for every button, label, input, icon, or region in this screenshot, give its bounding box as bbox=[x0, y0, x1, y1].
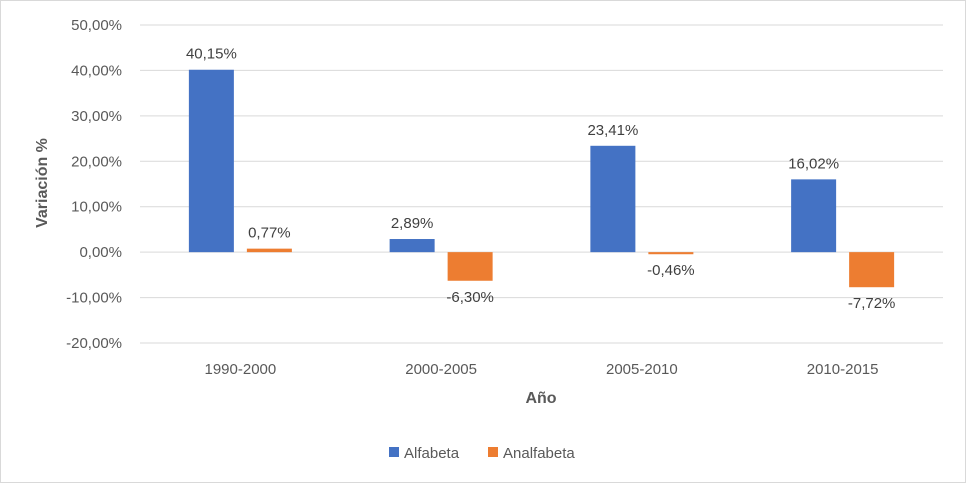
bar-alfabeta-1990-2000 bbox=[188, 69, 234, 253]
bar-analfabeta-1990-2000 bbox=[246, 248, 292, 253]
bars bbox=[188, 69, 895, 288]
x-axis-category-labels: 1990-2000 2000-2005 2005-2010 2010-2015 bbox=[205, 361, 879, 378]
y-tick-label: 0,00% bbox=[79, 244, 122, 261]
bar-alfabeta-2005-2010 bbox=[590, 145, 636, 253]
y-tick-label: 10,00% bbox=[71, 199, 122, 216]
legend-label-alfabeta: Alfabeta bbox=[404, 445, 460, 462]
data-label: -7,72% bbox=[848, 295, 896, 312]
x-axis-title: Año bbox=[525, 390, 556, 407]
y-tick-label: -10,00% bbox=[66, 290, 122, 307]
y-tick-label: 50,00% bbox=[71, 17, 122, 34]
x-category-label: 2010-2015 bbox=[807, 361, 879, 378]
bar-analfabeta-2010-2015 bbox=[849, 252, 895, 288]
legend-label-analfabeta: Analfabeta bbox=[503, 445, 575, 462]
legend: Alfabeta Analfabeta bbox=[389, 445, 575, 462]
bar-analfabeta-2005-2010 bbox=[648, 252, 694, 255]
data-label: 23,41% bbox=[587, 122, 638, 139]
data-labels: 40,15% 0,77% 2,89% -6,30% 23,41% -0,46% 16,02%… bbox=[186, 46, 895, 312]
data-label: 2,89% bbox=[391, 215, 434, 232]
y-tick-label: 30,00% bbox=[71, 108, 122, 125]
data-label: 16,02% bbox=[788, 155, 839, 172]
y-axis-title: Variación % bbox=[34, 138, 51, 228]
bar-alfabeta-2000-2005 bbox=[389, 239, 435, 253]
x-category-label: 1990-2000 bbox=[205, 361, 277, 378]
data-label: -6,30% bbox=[446, 289, 494, 306]
y-tick-label: 40,00% bbox=[71, 62, 122, 79]
y-tick-label: -20,00% bbox=[66, 335, 122, 352]
data-label: 0,77% bbox=[248, 225, 291, 242]
x-category-label: 2000-2005 bbox=[405, 361, 477, 378]
legend-swatch-analfabeta bbox=[488, 447, 498, 457]
legend-swatch-alfabeta bbox=[389, 447, 399, 457]
y-axis-tick-labels: 50,00% 40,00% 30,00% 20,00% 10,00% 0,00% -10,0… bbox=[66, 17, 122, 352]
bar-alfabeta-2010-2015 bbox=[791, 179, 837, 253]
y-tick-label: 20,00% bbox=[71, 153, 122, 170]
bar-analfabeta-2000-2005 bbox=[447, 252, 493, 281]
data-label: -0,46% bbox=[647, 262, 695, 279]
x-category-label: 2005-2010 bbox=[606, 361, 678, 378]
data-label: 40,15% bbox=[186, 46, 237, 63]
